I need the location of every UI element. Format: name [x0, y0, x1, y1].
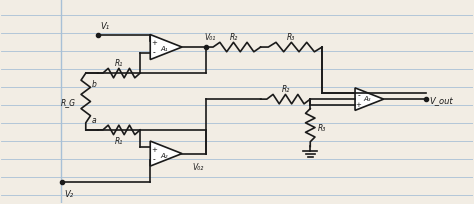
- Text: -: -: [153, 154, 155, 163]
- Text: R₂: R₂: [281, 85, 290, 94]
- Text: R₁: R₁: [115, 136, 123, 145]
- Polygon shape: [355, 89, 383, 111]
- Text: R₂: R₂: [229, 33, 237, 42]
- Text: V₁: V₁: [100, 21, 109, 30]
- Text: -: -: [153, 48, 155, 57]
- Text: b: b: [92, 79, 97, 88]
- Text: -: -: [357, 91, 360, 100]
- Text: V_out: V_out: [430, 95, 454, 104]
- Text: a: a: [92, 116, 97, 125]
- Text: A₃: A₃: [364, 95, 371, 102]
- Polygon shape: [150, 35, 182, 60]
- Polygon shape: [150, 141, 182, 166]
- Text: R_G: R_G: [60, 98, 75, 106]
- Text: A₁: A₁: [160, 46, 168, 52]
- Text: V₂: V₂: [64, 189, 73, 198]
- Text: R₃: R₃: [318, 123, 326, 132]
- Text: A₂: A₂: [160, 152, 168, 158]
- Text: +: +: [151, 40, 157, 46]
- Text: +: +: [151, 146, 157, 152]
- Text: R₃: R₃: [287, 33, 295, 42]
- Text: R₁: R₁: [115, 59, 123, 68]
- Text: V₀₁: V₀₁: [204, 33, 215, 42]
- Text: V₀₂: V₀₂: [192, 162, 203, 171]
- Text: +: +: [356, 101, 362, 107]
